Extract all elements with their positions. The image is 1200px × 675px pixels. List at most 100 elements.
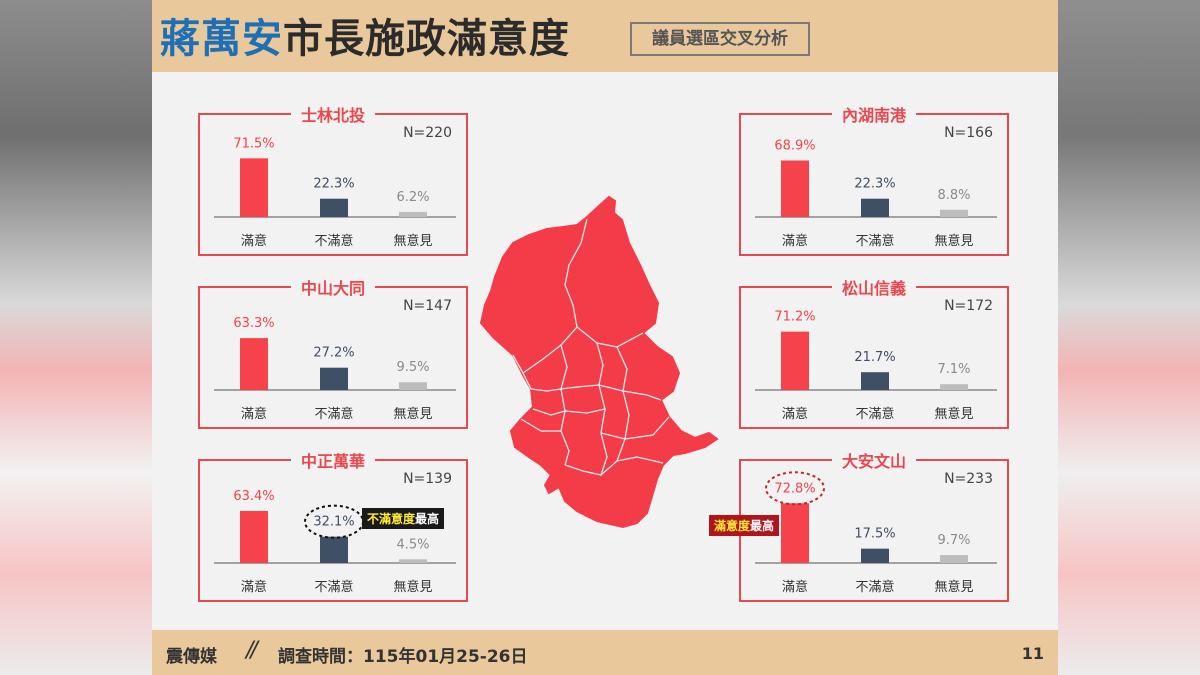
blurred-backdrop-left <box>0 0 152 675</box>
category-label-satisfied: 滿意 <box>241 579 267 595</box>
bar-no-opinion <box>399 211 427 217</box>
bar-unsatisfied <box>861 198 889 217</box>
category-label-unsatisfied: 不滿意 <box>314 579 353 595</box>
panel-title: 內湖南港 <box>831 106 916 125</box>
category-label-unsatisfied: 不滿意 <box>314 406 353 422</box>
sample-size: N=139 <box>403 471 452 487</box>
annotation-highlight: 滿意度 <box>714 519 751 533</box>
bar-chart: 71.5% 滿意 22.3% 不滿意 6.2% 無意見 <box>214 136 456 249</box>
footer-brand: 震傳媒 <box>166 647 217 667</box>
category-label-satisfied: 滿意 <box>782 406 808 422</box>
taipei-district-map <box>479 195 719 529</box>
data-label-no-opinion: 7.1% <box>937 362 970 377</box>
category-label-no-opinion: 無意見 <box>934 233 973 249</box>
bar-satisfied <box>240 158 268 217</box>
category-label-unsatisfied: 不滿意 <box>314 233 353 249</box>
annotation-highlight: 不滿意度 <box>367 512 416 526</box>
title-main: 市長施政滿意度 <box>283 16 570 62</box>
bar-unsatisfied <box>320 198 348 217</box>
header-bar: 蔣萬安市長施政滿意度 議員選區交叉分析 <box>152 0 1058 72</box>
annotation-highest-satisfied: 滿意度最高 <box>709 515 780 536</box>
bar-no-opinion <box>399 559 427 563</box>
data-label-satisfied: 71.5% <box>233 136 274 151</box>
panel-songshan-xinyi: 松山信義 N=172 71.2% 滿意 21.7% 不滿意 7.1% 無意見 <box>739 279 1009 429</box>
category-label-no-opinion: 無意見 <box>934 406 973 422</box>
data-label-unsatisfied: 21.7% <box>854 350 895 365</box>
bar-no-opinion <box>940 384 968 390</box>
bar-chart: 63.4% 滿意 32.1% 不滿意 4.5% 無意見 <box>214 489 456 595</box>
category-label-no-opinion: 無意見 <box>934 579 973 595</box>
category-label-satisfied: 滿意 <box>782 579 808 595</box>
sample-size: N=166 <box>944 125 993 141</box>
bar-unsatisfied <box>861 548 889 563</box>
data-label-satisfied: 72.8% <box>774 481 815 496</box>
category-label-satisfied: 滿意 <box>782 233 808 249</box>
district-borders <box>512 218 670 476</box>
bar-satisfied <box>781 503 809 563</box>
panel-neihu-nangang: 內湖南港 N=166 68.9% 滿意 22.3% 不滿意 8.8% 無意見 <box>739 106 1009 256</box>
panel-title: 士林北投 <box>290 106 375 125</box>
bar-chart: 63.3% 滿意 27.2% 不滿意 9.5% 無意見 <box>214 316 456 422</box>
title-name: 蔣萬安 <box>160 16 283 62</box>
category-label-no-opinion: 無意見 <box>393 406 432 422</box>
annotation-rest: 最高 <box>750 519 775 533</box>
data-label-no-opinion: 9.7% <box>937 533 970 548</box>
category-label-unsatisfied: 不滿意 <box>855 406 894 422</box>
bar-no-opinion <box>940 555 968 563</box>
data-label-no-opinion: 9.5% <box>396 360 429 375</box>
panel-zhongzheng-wanhua: 中正萬華 N=139 63.4% 滿意 32.1% 不滿意 4.5% 無意見 <box>198 452 468 602</box>
slide: 蔣萬安市長施政滿意度 議員選區交叉分析 士林北投 N=220 71.5% 滿意 22… <box>152 0 1058 675</box>
highlight-ellipse <box>765 471 825 506</box>
category-label-satisfied: 滿意 <box>241 406 267 422</box>
data-label-satisfied: 68.9% <box>774 139 815 154</box>
data-label-unsatisfied: 32.1% <box>313 515 354 530</box>
data-label-satisfied: 63.4% <box>233 489 274 504</box>
data-label-unsatisfied: 22.3% <box>313 177 354 192</box>
footer-bar: 震傳媒 // 調查時間：115年01月25-26日 11 <box>152 630 1058 675</box>
panel-title: 松山信義 <box>831 279 916 298</box>
category-label-unsatisfied: 不滿意 <box>855 579 894 595</box>
data-label-unsatisfied: 22.3% <box>854 177 895 192</box>
data-label-no-opinion: 6.2% <box>396 190 429 205</box>
panel-title: 中正萬華 <box>290 452 375 471</box>
bar-chart: 72.8% 滿意 17.5% 不滿意 9.7% 無意見 <box>755 471 997 595</box>
bar-satisfied <box>240 338 268 390</box>
annotation-highest-unsatisfied: 不滿意度最高 <box>362 508 445 529</box>
page-title: 蔣萬安市長施政滿意度 <box>160 6 570 64</box>
category-label-no-opinion: 無意見 <box>393 579 432 595</box>
footer-divider: // <box>246 638 258 663</box>
data-label-satisfied: 63.3% <box>233 316 274 331</box>
category-label-satisfied: 滿意 <box>241 233 267 249</box>
survey-time: 調查時間：115年01月25-26日 <box>278 647 528 667</box>
map-shape <box>479 195 719 529</box>
category-label-no-opinion: 無意見 <box>393 233 432 249</box>
data-label-unsatisfied: 27.2% <box>313 346 354 361</box>
blurred-backdrop-right <box>1058 0 1200 675</box>
subtitle-box: 議員選區交叉分析 <box>630 22 810 56</box>
sample-size: N=220 <box>403 125 452 141</box>
category-label-unsatisfied: 不滿意 <box>855 233 894 249</box>
bar-no-opinion <box>399 382 427 390</box>
bar-satisfied <box>781 160 809 217</box>
bar-unsatisfied <box>320 367 348 390</box>
bar-satisfied <box>240 511 268 563</box>
data-label-satisfied: 71.2% <box>774 310 815 325</box>
panel-title: 大安文山 <box>831 452 916 471</box>
annotation-rest: 最高 <box>415 512 440 526</box>
bar-satisfied <box>781 331 809 390</box>
data-label-no-opinion: 8.8% <box>937 188 970 203</box>
bar-chart: 71.2% 滿意 21.7% 不滿意 7.1% 無意見 <box>755 310 997 422</box>
panel-daan-wenshan: 大安文山 N=233 72.8% 滿意 17.5% 不滿意 9.7% 無意見 <box>739 452 1009 602</box>
data-label-no-opinion: 4.5% <box>396 537 429 552</box>
bar-no-opinion <box>940 209 968 217</box>
data-label-unsatisfied: 17.5% <box>854 527 895 542</box>
sample-size: N=172 <box>944 298 993 314</box>
sample-size: N=233 <box>944 471 993 487</box>
page-number: 11 <box>1021 644 1044 663</box>
panel-shilin-beitou: 士林北投 N=220 71.5% 滿意 22.3% 不滿意 6.2% 無意見 <box>198 106 468 256</box>
bar-unsatisfied <box>861 372 889 390</box>
panel-title: 中山大同 <box>290 279 375 298</box>
panel-zhongshan-datong: 中山大同 N=147 63.3% 滿意 27.2% 不滿意 9.5% 無意見 <box>198 279 468 429</box>
sample-size: N=147 <box>403 298 452 314</box>
bar-unsatisfied <box>320 536 348 563</box>
